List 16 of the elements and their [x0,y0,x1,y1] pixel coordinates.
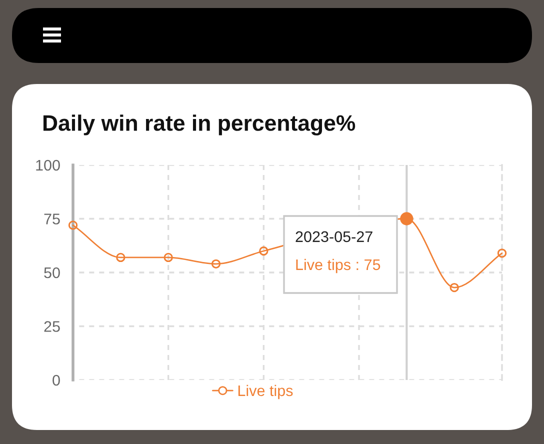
y-tick-label: 50 [44,267,60,278]
point [259,246,268,256]
y-tick-label: 0 [52,374,60,386]
y-tick-label: 25 [44,321,60,332]
chart-title: Daily win rate in percentage% [43,114,356,136]
point [68,220,78,230]
annotation: 2023-05-27 [296,231,372,242]
y-tick-label: 100 [36,160,60,171]
annotation: Live tips : 75 [296,258,380,274]
point [116,252,126,262]
point [211,259,221,268]
point [497,248,507,258]
y-tick-label: 75 [44,214,60,224]
point [450,282,459,292]
legend-label: Live tips [238,384,293,400]
point [164,252,173,262]
